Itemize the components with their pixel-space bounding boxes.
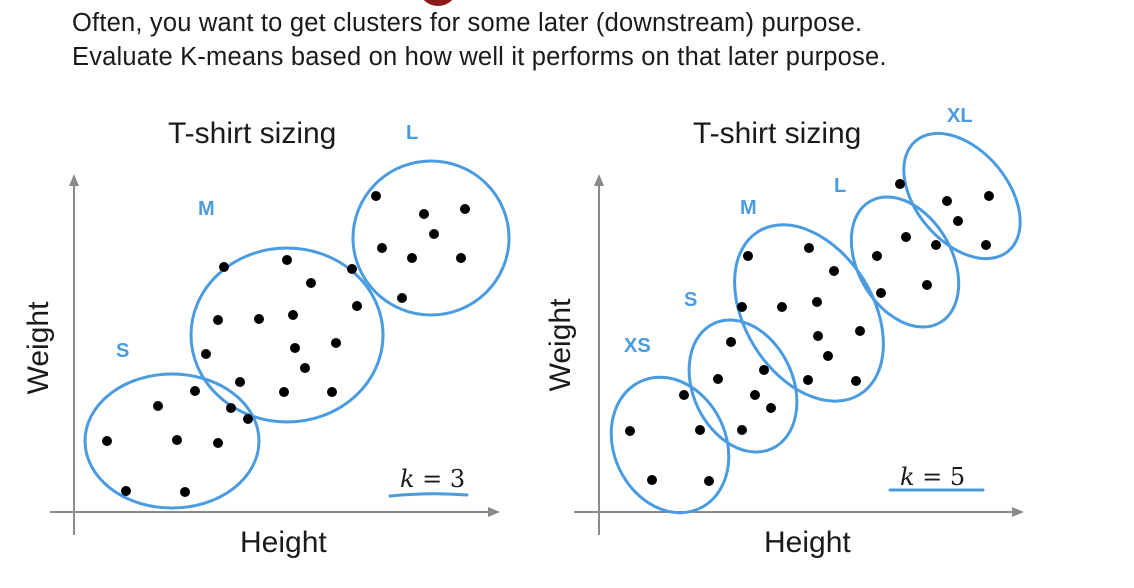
title-remnant — [418, 0, 458, 6]
data-point — [953, 216, 963, 226]
x-axis-label: Height — [764, 526, 851, 559]
data-point — [190, 386, 200, 396]
k-value-label: k = 5 — [900, 463, 965, 491]
data-point — [872, 251, 882, 261]
cluster-l — [351, 159, 511, 317]
data-point — [347, 264, 357, 274]
data-point — [235, 377, 245, 387]
intro-text: Often, you want to get clusters for some… — [72, 6, 887, 74]
data-point — [243, 414, 253, 424]
data-points — [102, 191, 470, 497]
panel-title: T-shirt sizing — [693, 117, 861, 150]
data-point — [213, 315, 223, 325]
data-point — [813, 331, 823, 341]
cluster-s — [83, 372, 261, 510]
data-point — [419, 209, 429, 219]
cluster-label-s: S — [116, 340, 129, 362]
data-point — [456, 253, 466, 263]
cluster-xs — [609, 375, 731, 515]
data-point — [766, 403, 776, 413]
data-point — [102, 436, 112, 446]
data-point — [201, 349, 211, 359]
y-axis-label: Weight — [544, 298, 577, 391]
cluster-label-xs: XS — [624, 335, 651, 357]
data-point — [895, 179, 905, 189]
data-point — [855, 326, 865, 336]
data-point — [922, 280, 932, 290]
data-point — [823, 351, 833, 361]
cluster-l — [849, 195, 961, 329]
data-point — [942, 196, 952, 206]
cluster-label-l: L — [406, 122, 418, 144]
data-point — [759, 365, 769, 375]
cluster-label-xl: XL — [947, 105, 973, 127]
data-point — [331, 338, 341, 348]
data-point — [750, 390, 760, 400]
data-point — [300, 363, 310, 373]
data-point — [352, 301, 362, 311]
data-point — [397, 293, 407, 303]
cluster-xl — [902, 131, 1022, 261]
cluster-m — [733, 223, 885, 403]
data-point — [695, 425, 705, 435]
data-point — [851, 376, 861, 386]
cluster-m — [189, 246, 385, 424]
data-point — [226, 403, 236, 413]
data-point — [876, 288, 886, 298]
data-point — [254, 314, 264, 324]
cluster-label-l: L — [834, 175, 846, 197]
panel-k3: T-shirt sizing Height Weight S M L — [22, 117, 511, 559]
x-axis-label: Height — [240, 526, 327, 559]
cluster-s — [687, 318, 799, 454]
data-point — [429, 229, 439, 239]
data-point — [407, 253, 417, 263]
panel-title: T-shirt sizing — [168, 117, 336, 150]
panel-k5: T-shirt sizing Height Weight XS S M L XL — [544, 105, 1024, 559]
k-value-label: k = 3 — [400, 465, 465, 493]
data-point — [804, 243, 814, 253]
data-point — [679, 390, 689, 400]
data-point — [371, 191, 381, 201]
data-point — [829, 266, 839, 276]
data-point — [153, 401, 163, 411]
data-point — [377, 243, 387, 253]
data-points — [625, 179, 994, 486]
data-point — [121, 486, 131, 496]
intro-line-1: Often, you want to get clusters for some… — [72, 9, 863, 37]
data-point — [931, 240, 941, 250]
data-point — [460, 204, 470, 214]
data-point — [737, 425, 747, 435]
data-point — [288, 310, 298, 320]
data-point — [625, 426, 635, 436]
data-point — [279, 387, 289, 397]
data-point — [704, 476, 714, 486]
data-point — [290, 343, 300, 353]
data-point — [213, 438, 223, 448]
data-point — [984, 191, 994, 201]
data-point — [306, 278, 316, 288]
data-point — [172, 435, 182, 445]
data-point — [803, 375, 813, 385]
data-point — [647, 475, 657, 485]
k-underline — [388, 492, 469, 498]
intro-line-2: Evaluate K-means based on how well it pe… — [72, 43, 887, 71]
cluster-label-m: M — [198, 198, 215, 220]
data-point — [743, 251, 753, 261]
data-point — [812, 297, 822, 307]
data-point — [327, 387, 337, 397]
data-point — [981, 240, 991, 250]
y-axis-label: Weight — [22, 301, 55, 394]
data-point — [219, 262, 229, 272]
data-point — [282, 255, 292, 265]
data-point — [180, 487, 190, 497]
data-point — [713, 374, 723, 384]
data-point — [737, 302, 747, 312]
data-point — [901, 232, 911, 242]
cluster-label-m: M — [740, 197, 757, 219]
cluster-label-s: S — [684, 289, 697, 311]
data-point — [726, 337, 736, 347]
data-point — [777, 302, 787, 312]
